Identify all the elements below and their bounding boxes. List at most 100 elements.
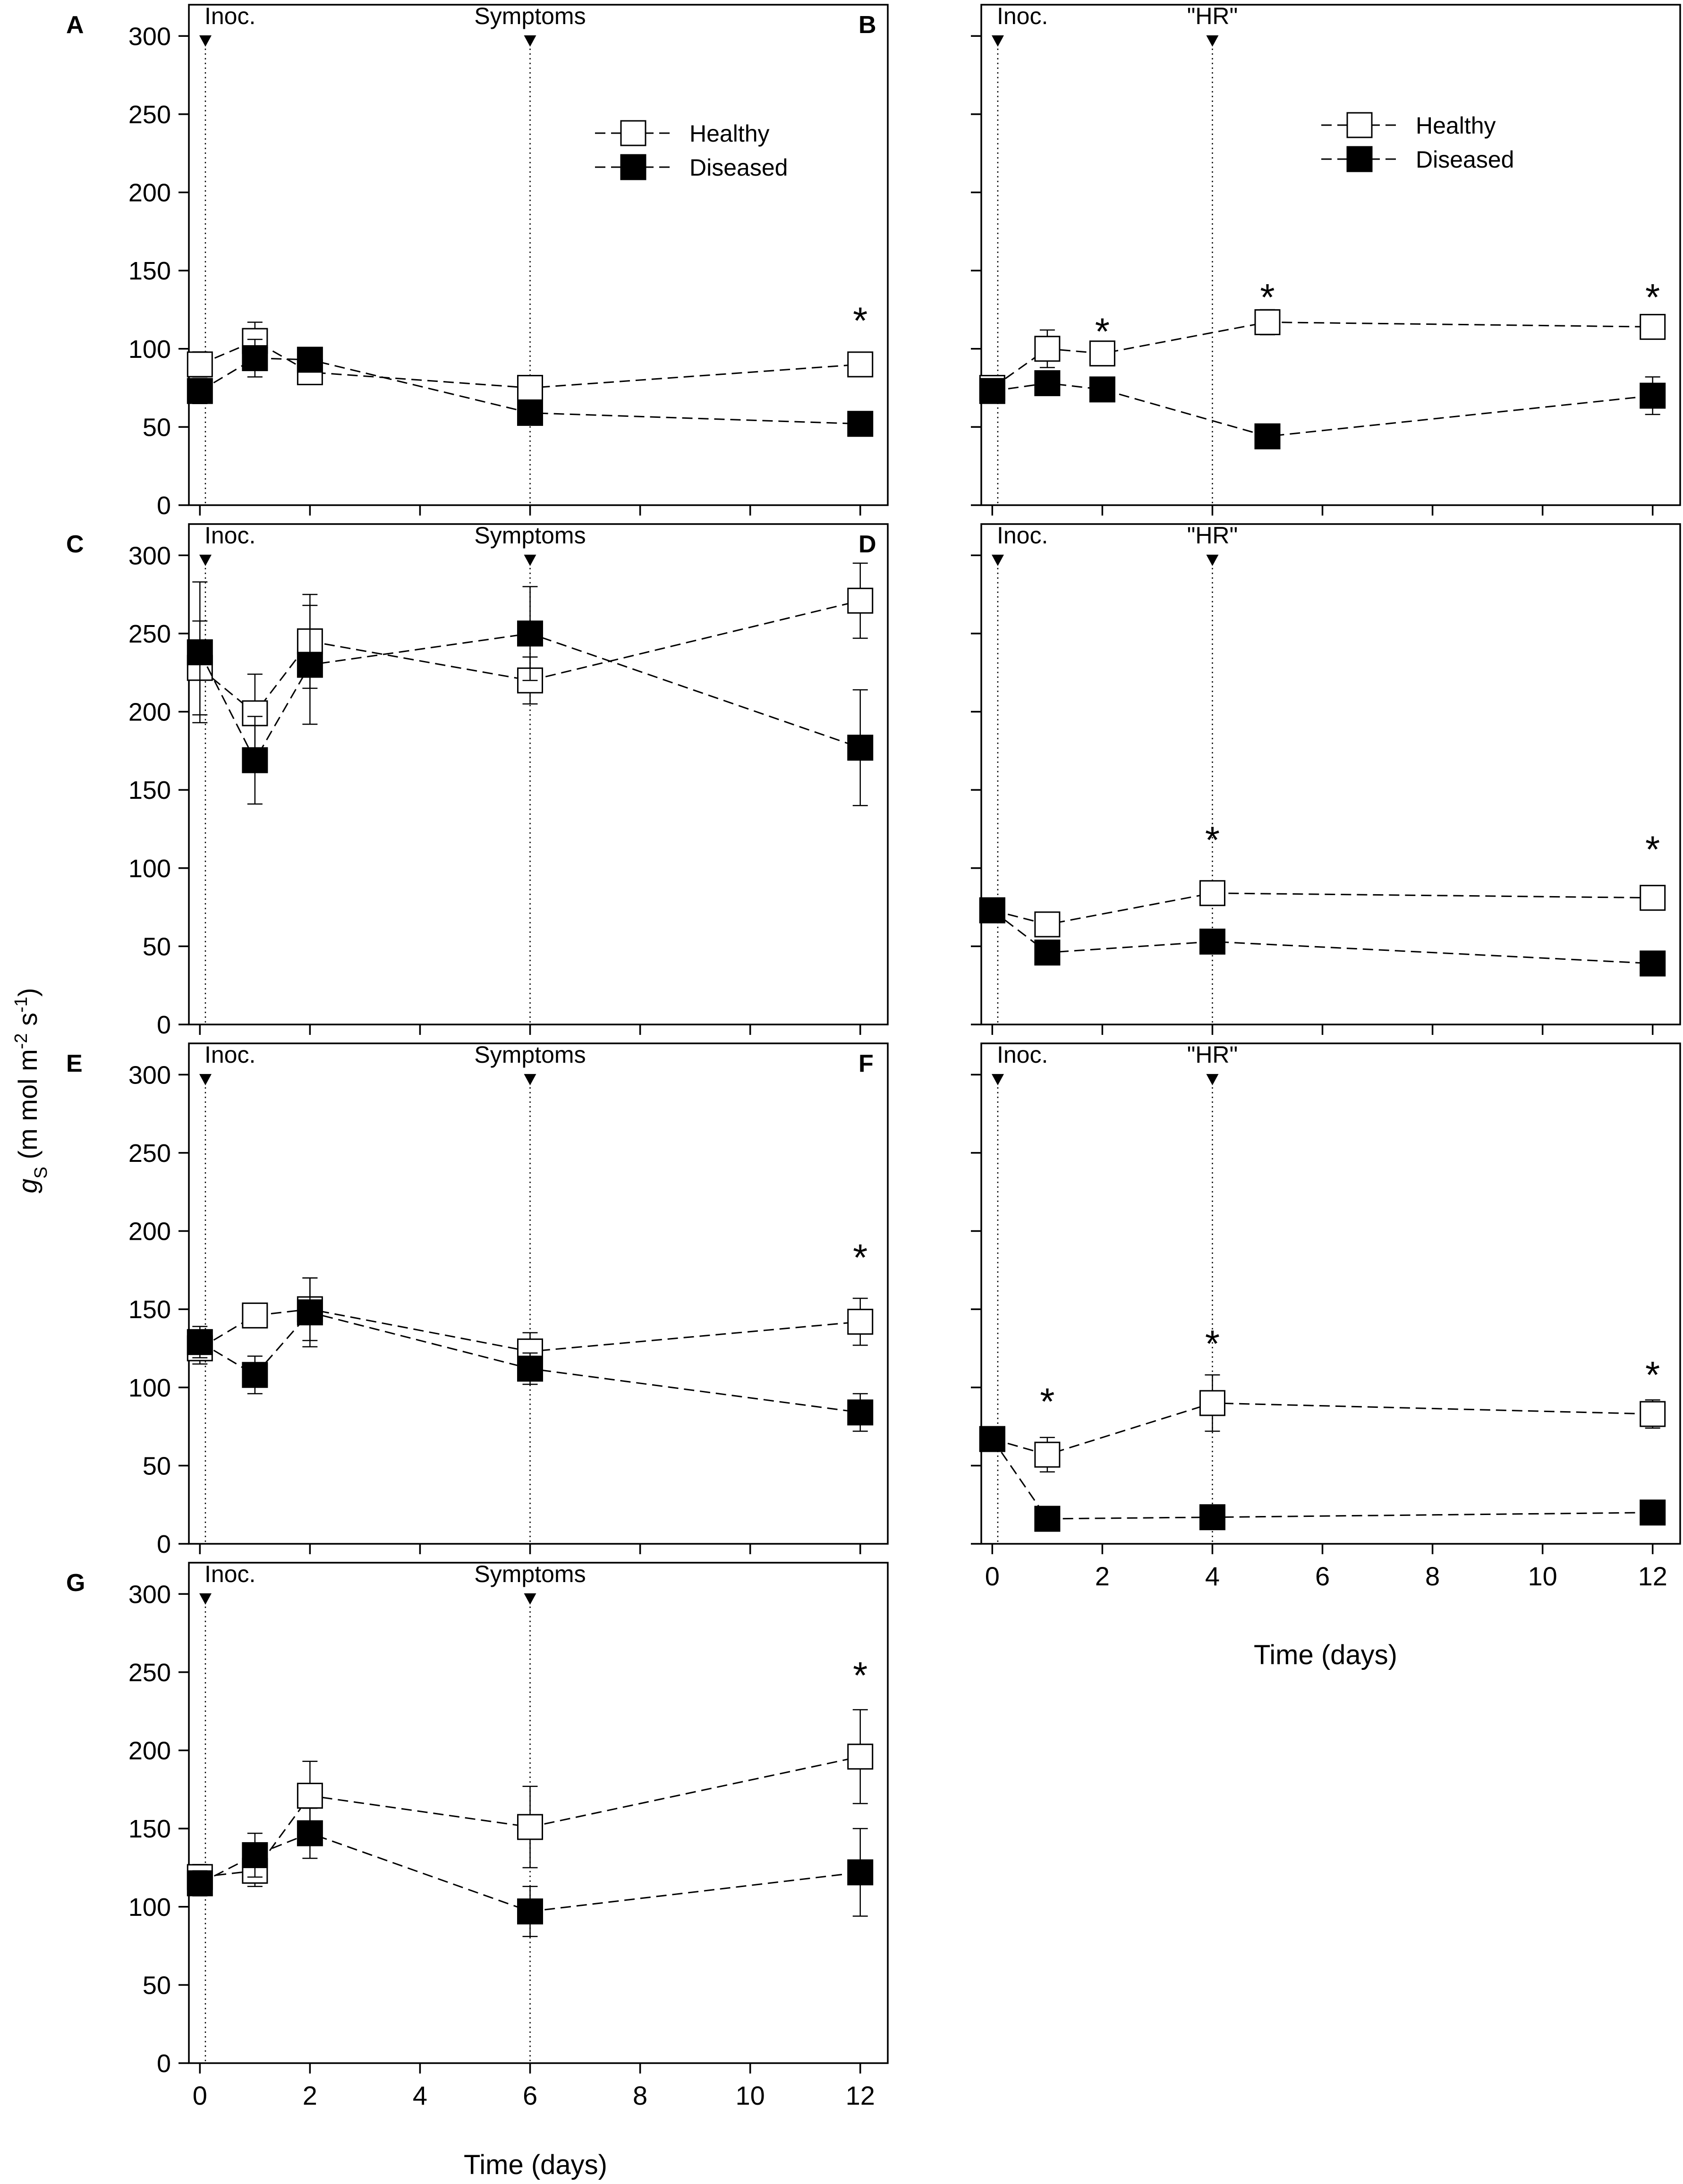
panel-letter: F: [858, 1050, 874, 1077]
series-diseased: [187, 1807, 874, 1937]
series-line: [992, 382, 1653, 437]
plot-frame: [980, 1042, 1681, 1545]
event-label: Symptoms: [474, 1561, 586, 1587]
y-tick-label: 300: [128, 1580, 171, 1608]
series-diseased: [979, 897, 1666, 977]
data-point: [1254, 423, 1281, 449]
y-tick-label: 100: [128, 1374, 171, 1402]
x-tick-label: 8: [633, 2081, 647, 2110]
significance-star: *: [1205, 819, 1220, 861]
x-tick-label: 10: [736, 2081, 765, 2110]
event-triangle: [1206, 35, 1219, 47]
panel-letter: D: [858, 531, 876, 558]
event-label: "HR": [1187, 522, 1238, 549]
event-label: Symptoms: [474, 522, 586, 549]
series-line: [992, 1439, 1653, 1520]
x-axis-label-right: Time (days): [1254, 1640, 1397, 1670]
significance-star: *: [853, 1654, 867, 1696]
data-point: [847, 1399, 874, 1426]
series-diseased: [187, 339, 874, 437]
event-label: Inoc.: [204, 3, 255, 29]
series-line: [992, 909, 1653, 965]
data-point: [1034, 911, 1061, 938]
event-label: "HR": [1187, 1041, 1238, 1068]
y-axis-label: gS (m mol m-2 s-1): [11, 988, 51, 1193]
data-point: [847, 1309, 874, 1335]
y-tick-label: 50: [143, 932, 171, 961]
data-point: [1034, 1441, 1061, 1468]
data-point: [1199, 880, 1225, 906]
data-point: [297, 1299, 323, 1326]
event-triangle: [991, 554, 1004, 566]
data-point: [1640, 1401, 1666, 1427]
x-tick-label: 10: [1528, 1561, 1557, 1591]
series-diseased: [979, 1426, 1666, 1532]
y-tick-label: 150: [128, 1295, 171, 1324]
legend-marker-healthy: [1346, 112, 1373, 138]
event-triangle: [199, 1593, 212, 1605]
y-tick-label: 50: [143, 1971, 171, 1999]
data-point: [979, 1426, 1005, 1452]
y-tick-label: 250: [128, 101, 171, 129]
series-line: [199, 340, 860, 389]
x-axis-label-left: Time (days): [464, 2150, 607, 2180]
event-triangle: [1206, 1074, 1219, 1085]
data-point: [517, 620, 544, 647]
x-tick-label: 0: [193, 2081, 207, 2110]
x-tick-label: 8: [1425, 1561, 1440, 1591]
plot-frame: [188, 1562, 889, 2064]
y-tick-label: 200: [128, 1218, 171, 1246]
panel-e: E 0 50 100 150 200 250 300 Inoc. Symptoms *: [66, 1041, 889, 1558]
data-point: [242, 345, 268, 372]
data-point: [517, 400, 544, 426]
panel-a: A 0 50 100 150 200 250 300 Inoc. Symptoms Healthy D…: [66, 3, 889, 520]
legend-marker-diseased: [620, 154, 646, 180]
data-point: [847, 1744, 874, 1770]
panel-letter: C: [66, 531, 84, 558]
x-tick-label: 6: [1315, 1561, 1330, 1591]
legend-label: Healthy: [1416, 112, 1496, 139]
data-point: [1034, 940, 1061, 966]
data-point: [847, 411, 874, 437]
event-label: Inoc.: [204, 522, 255, 549]
y-tick-label: 150: [128, 257, 171, 285]
data-point: [517, 1898, 544, 1925]
x-tick-label: 4: [1205, 1561, 1220, 1591]
plot-frame: [188, 4, 889, 506]
data-point: [517, 1355, 544, 1382]
data-point: [1199, 1390, 1225, 1416]
event-label: Inoc.: [204, 1561, 255, 1587]
data-point: [517, 1814, 544, 1840]
y-tick-label: 100: [128, 855, 171, 883]
panel-b: B Inoc. "HR" Healthy Diseased * * *: [858, 3, 1681, 516]
data-point: [1640, 950, 1666, 977]
data-point: [1034, 370, 1061, 397]
data-point: [187, 639, 213, 666]
data-point: [1640, 382, 1666, 409]
data-point: [1640, 1499, 1666, 1526]
y-tick-label: 0: [157, 2049, 171, 2078]
data-point: [517, 375, 544, 401]
data-point: [187, 1870, 213, 1896]
data-point: [242, 747, 268, 773]
legend-marker-diseased: [1346, 146, 1373, 172]
series-diseased: [979, 370, 1666, 449]
data-point: [1034, 1506, 1061, 1532]
data-point: [1199, 1504, 1225, 1531]
significance-star: *: [1645, 276, 1660, 318]
y-tick-label: 250: [128, 1659, 171, 1687]
y-tick-label: 100: [128, 1893, 171, 1922]
significance-star: *: [1645, 1354, 1660, 1396]
event-label: Inoc.: [997, 522, 1048, 549]
y-tick-label: 300: [128, 22, 171, 51]
data-point: [297, 652, 323, 678]
x-tick-label: 12: [846, 2081, 875, 2110]
y-tick-label: 200: [128, 1737, 171, 1765]
x-tick-label: 2: [303, 2081, 317, 2110]
event-triangle: [524, 1593, 536, 1605]
y-tick-label: 200: [128, 698, 171, 727]
legend-label: Diseased: [1416, 146, 1514, 173]
